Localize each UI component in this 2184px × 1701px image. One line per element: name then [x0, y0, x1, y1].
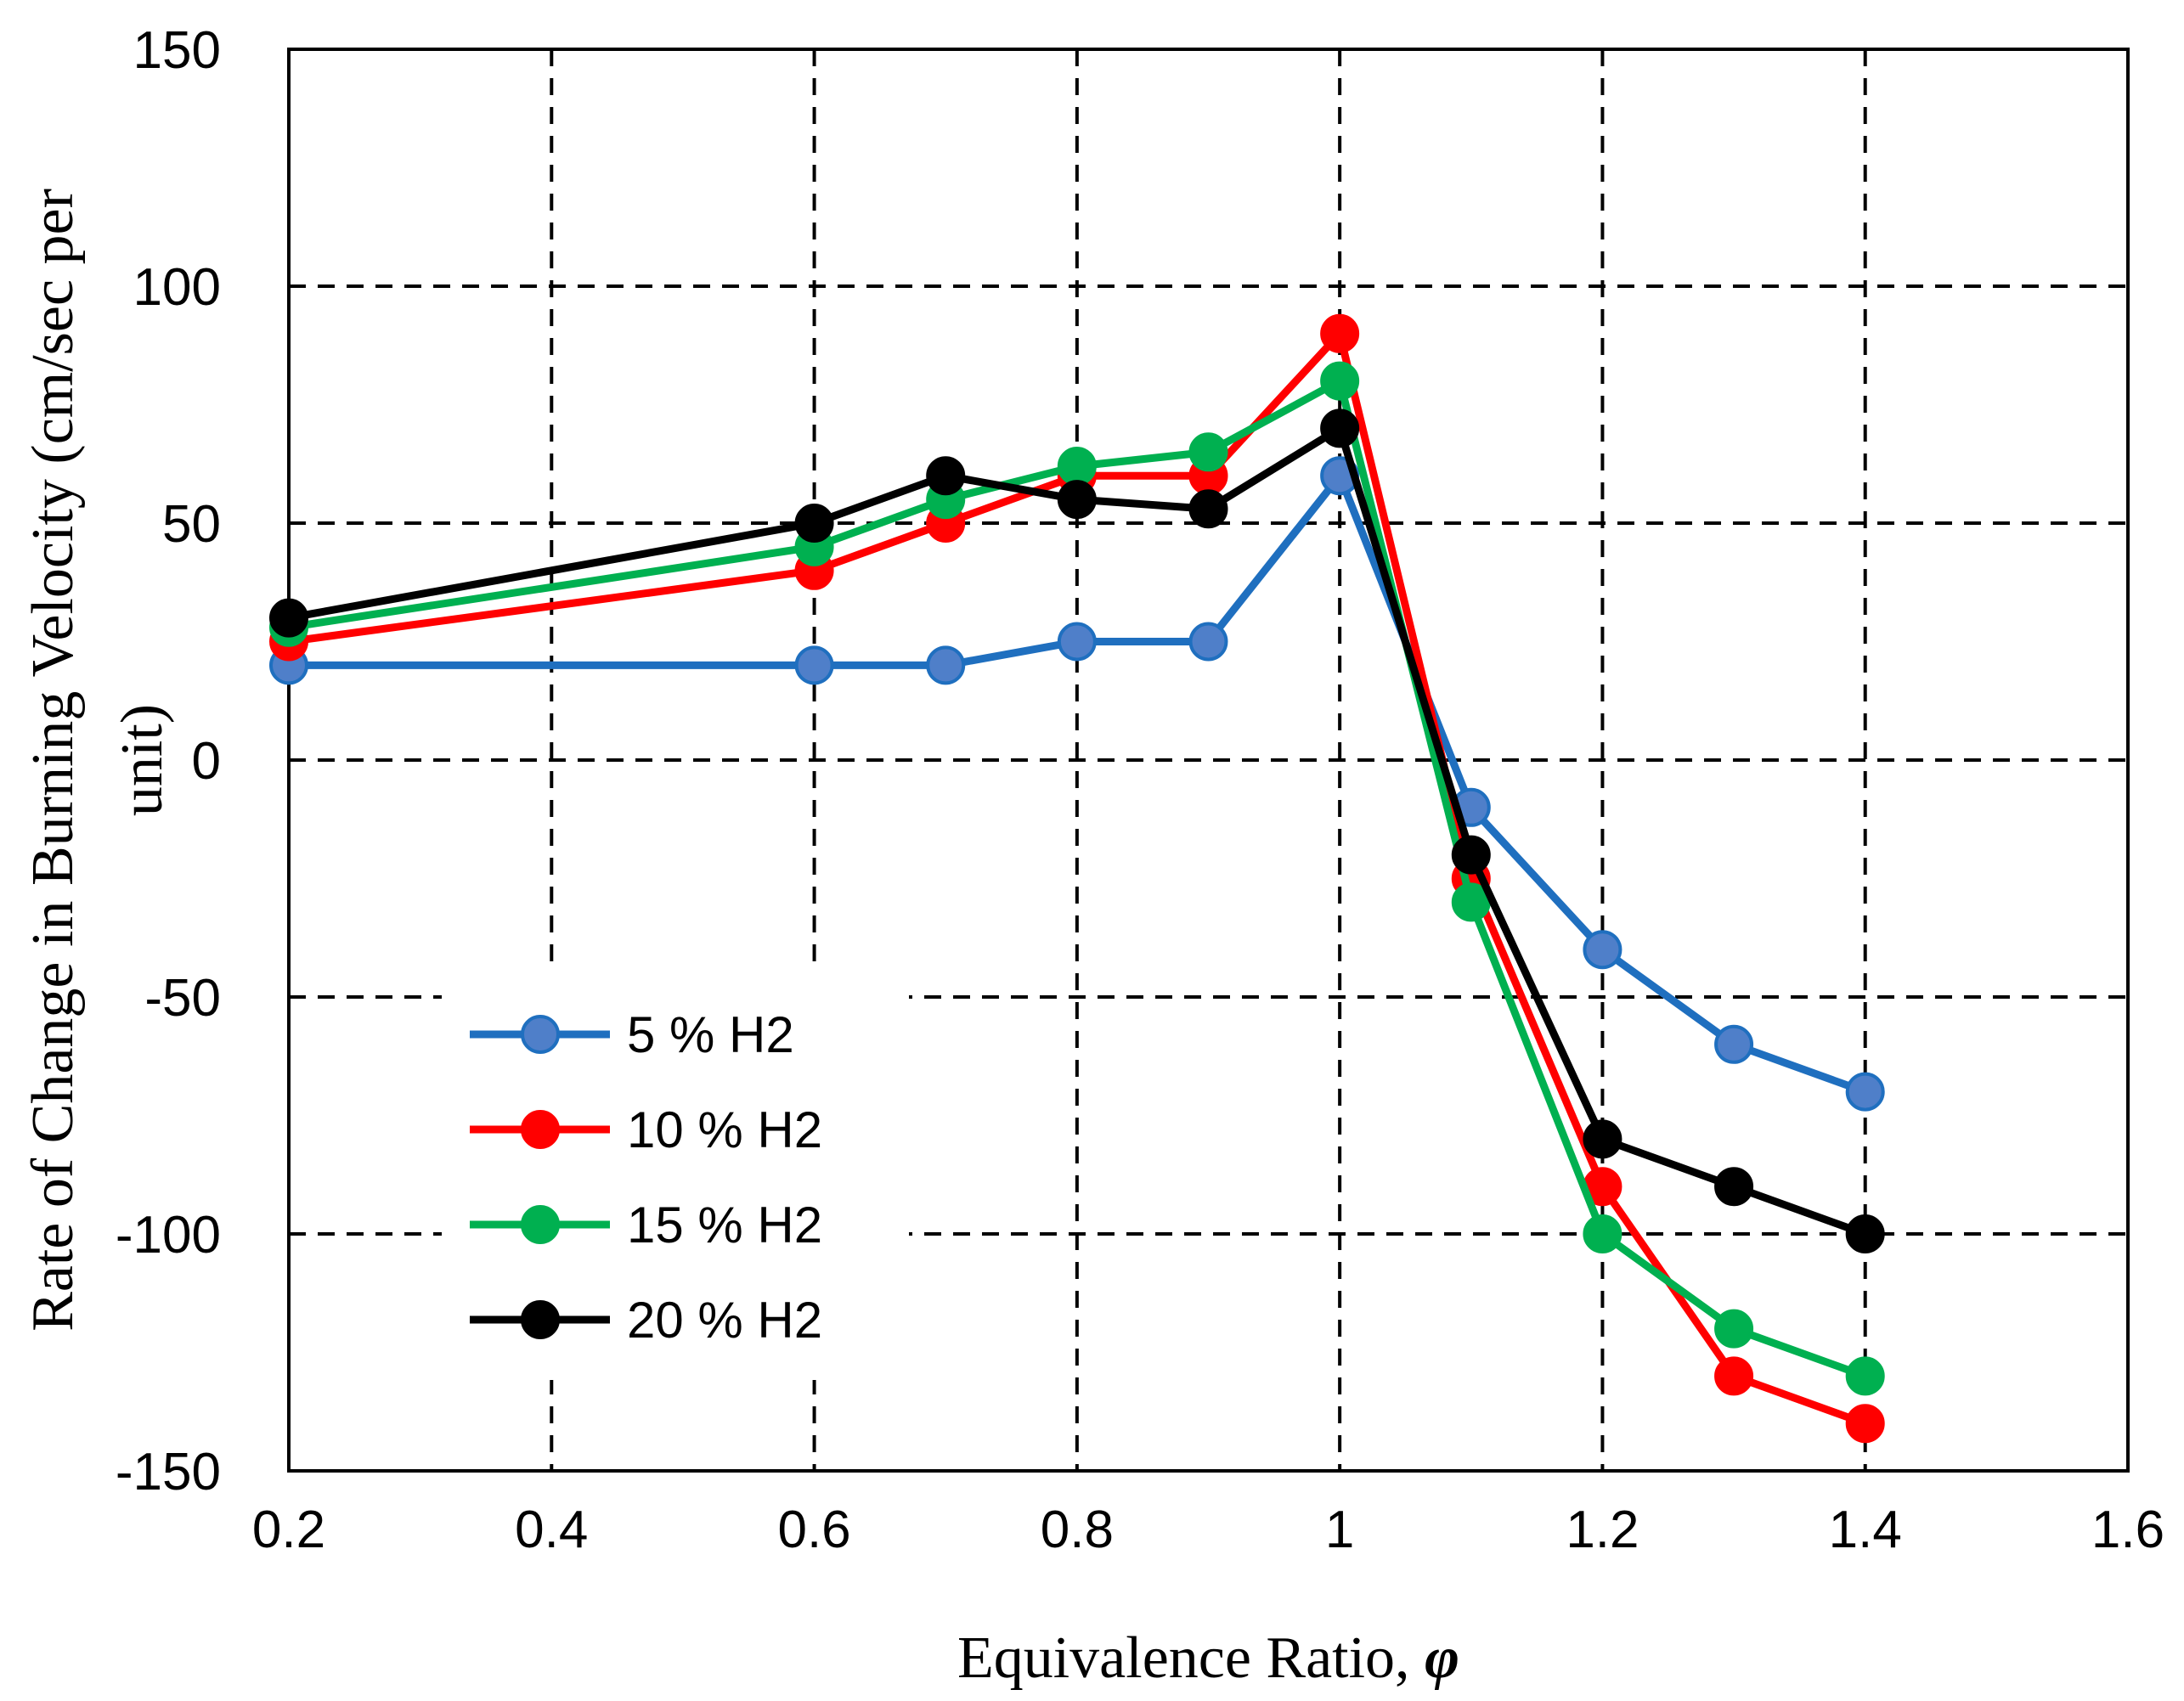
- legend-marker: [521, 1110, 560, 1149]
- data-point: [1583, 1119, 1622, 1159]
- legend-label: 5 % H2: [627, 1006, 794, 1063]
- data-point: [1845, 1404, 1885, 1444]
- data-point: [794, 645, 834, 685]
- x-tick-label: 0.8: [1041, 1501, 1114, 1559]
- y-axis-tick-labels: 150 100 50 0 -50 -100 -150: [116, 21, 221, 1501]
- x-tick-label: 1.4: [1829, 1501, 1902, 1559]
- data-point: [1714, 1356, 1754, 1396]
- x-tick-label: 1: [1325, 1501, 1354, 1559]
- data-point: [1714, 1309, 1754, 1349]
- series-layer: [269, 313, 1885, 1444]
- y-tick-label: 0: [192, 732, 221, 791]
- x-tick-label: 0.4: [515, 1501, 588, 1559]
- series-line: [288, 424, 1867, 1238]
- data-point: [1583, 930, 1622, 970]
- legend-marker: [521, 1205, 560, 1244]
- y-axis-title-line-2: unit): [110, 704, 175, 816]
- legend-background: [442, 972, 909, 1380]
- y-tick-label: -100: [116, 1206, 221, 1264]
- y-tick-label: 150: [133, 21, 221, 80]
- plot-area-border: [287, 48, 2130, 1473]
- data-point: [1320, 408, 1360, 448]
- legend-item: 20 % H2: [470, 1292, 822, 1349]
- x-axis-title-text: Equivalence Ratio,: [957, 1625, 1425, 1691]
- data-point: [1057, 480, 1097, 520]
- data-point: [926, 456, 966, 496]
- data-point: [1845, 1356, 1885, 1396]
- legend-item: 10 % H2: [470, 1101, 822, 1158]
- y-tick-label: -150: [116, 1443, 221, 1501]
- data-point: [1057, 447, 1097, 487]
- legend-label: 10 % H2: [627, 1101, 822, 1158]
- data-point: [1057, 622, 1097, 662]
- data-point: [1845, 1072, 1885, 1112]
- y-tick-label: 100: [133, 258, 221, 317]
- data-point: [1451, 835, 1491, 875]
- data-point: [1583, 1214, 1622, 1253]
- y-axis-title-line-1: Rate of Change in Burning Velocity (cm/s…: [20, 189, 86, 1332]
- legend-item: 15 % H2: [470, 1197, 822, 1253]
- data-point: [926, 645, 966, 685]
- data-point: [1188, 432, 1228, 472]
- x-tick-label: 0.2: [252, 1501, 325, 1559]
- y-axis-title: Rate of Change in Burning Velocity (cm/s…: [20, 189, 175, 1332]
- x-tick-label: 1.6: [2091, 1501, 2164, 1559]
- data-point: [1320, 361, 1360, 401]
- data-point: [1714, 1024, 1754, 1064]
- data-point: [1320, 313, 1360, 353]
- data-point: [1188, 622, 1228, 662]
- x-tick-label: 1.2: [1566, 1501, 1639, 1559]
- legend-marker: [521, 1300, 560, 1339]
- series-4: [269, 408, 1885, 1253]
- y-tick-label: 50: [162, 495, 221, 554]
- series-line: [289, 471, 1867, 1096]
- x-axis-title-symbol: φ: [1425, 1625, 1459, 1691]
- series-line: [288, 377, 1867, 1380]
- series-3: [269, 361, 1885, 1396]
- x-axis-tick-labels: 0.2 0.4 0.6 0.8 1 1.2 1.4 1.6: [252, 1501, 2164, 1559]
- legend: 5 % H2 10 % H2 15 % H2 20 % H2: [442, 972, 909, 1380]
- legend-label: 20 % H2: [627, 1292, 822, 1349]
- data-point: [1714, 1167, 1754, 1207]
- data-point: [1845, 1214, 1885, 1253]
- x-axis-title: Equivalence Ratio, φ: [957, 1625, 1459, 1691]
- legend-item: 5 % H2: [470, 1006, 794, 1063]
- legend-marker: [521, 1015, 560, 1054]
- data-point: [269, 598, 308, 638]
- y-tick-label: -50: [144, 969, 221, 1028]
- x-tick-label: 0.6: [777, 1501, 850, 1559]
- data-point: [794, 504, 834, 543]
- legend-label: 15 % H2: [627, 1197, 822, 1253]
- data-point: [1188, 489, 1228, 529]
